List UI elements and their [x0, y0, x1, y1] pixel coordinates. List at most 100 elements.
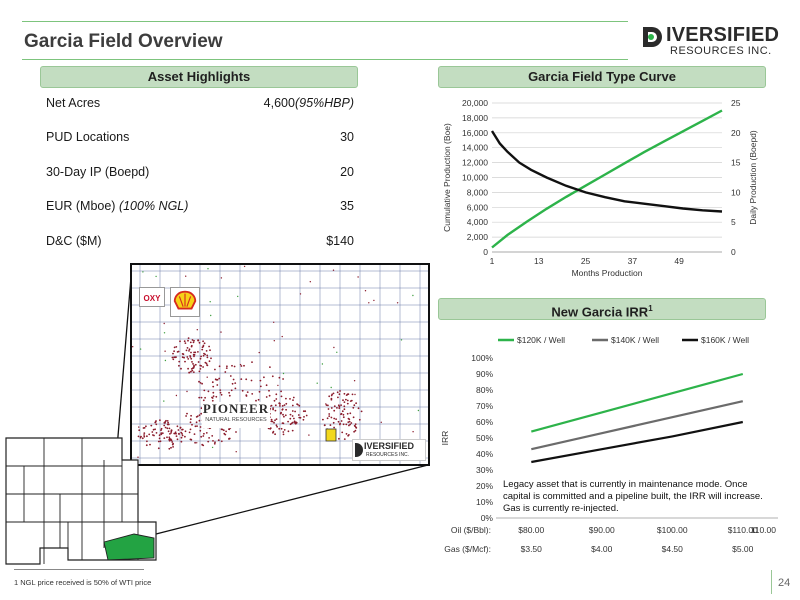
y-left-tick-label: 6,000 [467, 202, 489, 212]
footnote-rule [14, 569, 144, 570]
legend-label: $120K / Well [517, 335, 565, 345]
irr-series-line [531, 372, 744, 433]
type-curve-header: Garcia Field Type Curve [438, 66, 766, 88]
highlight-value: $140 [326, 233, 354, 248]
y-left-tick-label: 20,000 [462, 98, 488, 108]
category-label: $110.00 [728, 525, 758, 535]
y-tick-label: 10% [476, 497, 493, 507]
shell-logo-icon [170, 287, 200, 317]
y-left-tick-label: 4,000 [467, 217, 489, 227]
company-logo: IVERSIFIED RESOURCES INC. [640, 24, 790, 60]
x-axis-label: Months Production [572, 268, 643, 278]
x-tick-label: 13 [534, 256, 544, 266]
diversified-map-logo-sub: RESOURCES INC. [366, 452, 410, 458]
logo-wordmark: IVERSIFIED [666, 24, 780, 46]
highlight-label: 30-Day IP (Boepd) [46, 164, 150, 179]
pioneer-logo-text: PIONEER [202, 401, 270, 416]
category-row-label: Oil ($/Bbl): [451, 525, 491, 535]
asset-highlights-header: Asset Highlights [40, 66, 358, 88]
y-tick-label: 40% [476, 449, 493, 459]
category-label: $5.00 [732, 544, 754, 554]
x-tick-label: 37 [628, 256, 638, 266]
y-tick-label: 100% [471, 353, 493, 363]
y-left-axis-label: Cumulative Production (Boe) [442, 123, 452, 232]
type-curve-chart: 0 2,000 4,000 6,000 8,000 10,000 12,000 14,000 1… [442, 98, 758, 278]
y-tick-label: 80% [476, 385, 493, 395]
y-left-tick-label: 12,000 [462, 158, 488, 168]
logo-d-mark-icon [643, 27, 662, 47]
irr-series-line [531, 400, 744, 451]
highlight-label: EUR (Mboe) (100% NGL) [46, 199, 189, 214]
highlight-label: D&C ($M) [46, 233, 102, 248]
acreage-map: OXY PIONEER NATURAL RESOURCES IVERSIFIED… [130, 263, 430, 466]
y-left-tick-label: 16,000 [462, 128, 488, 138]
category-label: $4.00 [591, 544, 613, 554]
logo-subtitle: RESOURCES INC. [670, 45, 772, 57]
irr-chart: $120K / Well $140K / Well $160K / Well 0% 10… [440, 335, 778, 554]
x-tick-label: 25 [581, 256, 591, 266]
highlight-value: 20 [340, 164, 354, 179]
y-tick-label: 30% [476, 465, 493, 475]
irr-header: New Garcia IRR1 [438, 298, 766, 320]
page-number: 24 [778, 577, 791, 589]
y-tick-label: 70% [476, 401, 493, 411]
oxy-logo-text: OXY [143, 294, 161, 303]
legend-label: $140K / Well [611, 335, 659, 345]
new-mexico-county-map [5, 437, 157, 565]
irr-note: Legacy asset that is currently in mainte… [503, 479, 763, 514]
page-title: Garcia Field Overview [24, 31, 223, 52]
highlight-value: 30 [340, 130, 354, 145]
footnote: 1 NGL price received is 50% of WTI price [14, 578, 152, 587]
category-label: $3.50 [521, 544, 543, 554]
category-label: $4.50 [662, 544, 684, 554]
pioneer-logo: PIONEER NATURAL RESOURCES [202, 402, 270, 428]
y-left-tick-label: 2,000 [467, 232, 489, 242]
y-tick-label: 90% [476, 369, 493, 379]
highlight-row: D&C ($M) $140 [46, 234, 354, 268]
category-label: $90.00 [589, 525, 615, 535]
garcia-field-region [103, 533, 155, 561]
y-left-tick-label: 10,000 [462, 173, 488, 183]
legend-label: $160K / Well [701, 335, 749, 345]
x-tick-label: 1 [490, 256, 495, 266]
y-right-tick-label: 15 [731, 158, 741, 168]
y-right-tick-label: 20 [731, 128, 741, 138]
highlight-row: EUR (Mboe) (100% NGL) 35 [46, 199, 354, 233]
header-bottom-rule [22, 59, 628, 60]
y-right-tick-label: 10 [731, 187, 741, 197]
y-left-tick-label: 14,000 [462, 143, 488, 153]
y-tick-label: 20% [476, 481, 493, 491]
diversified-map-logo-word: IVERSIFIED [364, 441, 415, 451]
category-row-label: Gas ($/Mcf): [444, 544, 491, 554]
y-axis-label: IRR [440, 431, 450, 446]
category-label: $80.00 [518, 525, 544, 535]
y-right-tick-label: 0 [731, 247, 736, 257]
oxy-logo: OXY [139, 287, 165, 307]
cumulative-production-line [491, 109, 723, 249]
y-right-tick-label: 25 [731, 98, 741, 108]
y-left-tick-label: 18,000 [462, 113, 488, 123]
y-right-tick-label: 5 [731, 217, 736, 227]
y-left-tick-label: 8,000 [467, 187, 489, 197]
y-tick-label: 0% [481, 513, 494, 523]
highlight-value: 35 [340, 199, 354, 214]
daily-production-line [490, 130, 723, 213]
highlight-row: 30-Day IP (Boepd) 20 [46, 165, 354, 199]
highlight-square-icon [325, 428, 337, 442]
header-top-rule [22, 21, 628, 22]
irr-header-text: New Garcia IRR [551, 304, 649, 320]
y-tick-label: 50% [476, 433, 493, 443]
x-tick-label: 49 [674, 256, 684, 266]
y-right-axis-label: Daily Production (Boepd) [748, 130, 758, 225]
pioneer-logo-subtext: NATURAL RESOURCES [205, 417, 267, 423]
irr-header-footnote-mark: 1 [648, 304, 653, 313]
logo-d-mark-icon [355, 443, 363, 457]
y-left-tick-label: 0 [483, 247, 488, 257]
asset-highlights-list: Net Acres 4,600(95%HBP) PUD Locations 30… [46, 96, 354, 268]
extra-category-label: 110.00 [751, 525, 777, 535]
highlight-row: Net Acres 4,600(95%HBP) [46, 96, 354, 130]
highlight-row: PUD Locations 30 [46, 130, 354, 164]
highlight-label: Net Acres [46, 96, 101, 110]
y-tick-label: 60% [476, 417, 493, 427]
irr-series-line [531, 420, 744, 464]
